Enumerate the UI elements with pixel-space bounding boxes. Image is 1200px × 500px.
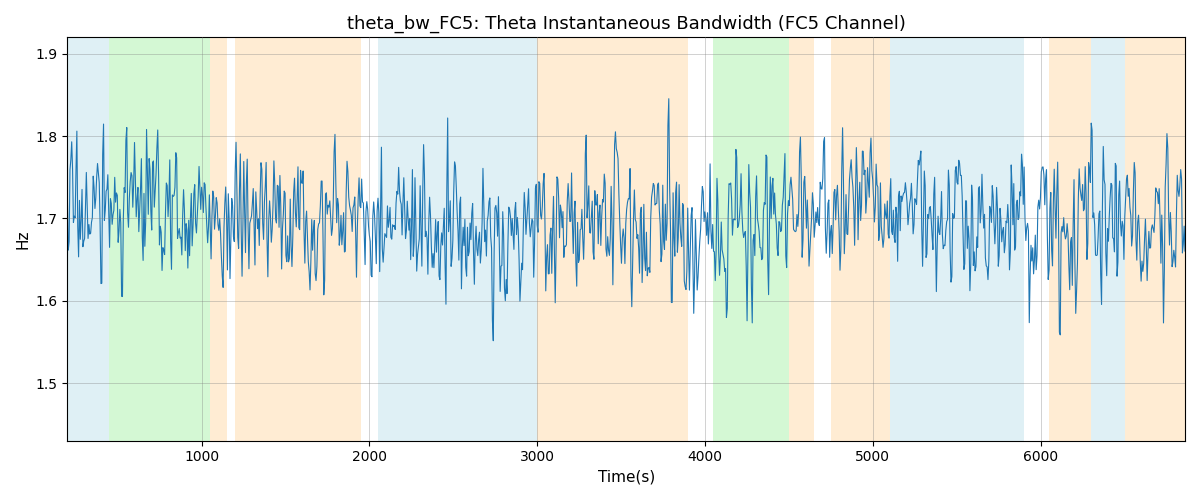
Bar (235, 38, 361, 440)
Bar (1049, 38, 1091, 440)
Bar (378, 38, 538, 440)
Bar (1124, 38, 1186, 440)
Bar (1091, 38, 1124, 440)
Bar (889, 38, 1024, 440)
Bar (1024, 38, 1049, 440)
Bar (814, 38, 830, 440)
Bar (788, 38, 814, 440)
Bar (109, 38, 210, 440)
Bar (210, 38, 227, 440)
Bar (361, 38, 378, 440)
Bar (538, 38, 689, 440)
Title: theta_bw_FC5: Theta Instantaneous Bandwidth (FC5 Channel): theta_bw_FC5: Theta Instantaneous Bandwi… (347, 15, 906, 34)
Bar (67, 38, 109, 440)
X-axis label: Time(s): Time(s) (598, 470, 655, 485)
Bar (227, 38, 235, 440)
Y-axis label: Hz: Hz (16, 230, 30, 249)
Bar (689, 38, 714, 440)
Bar (830, 38, 889, 440)
Bar (714, 38, 722, 440)
Bar (722, 38, 788, 440)
